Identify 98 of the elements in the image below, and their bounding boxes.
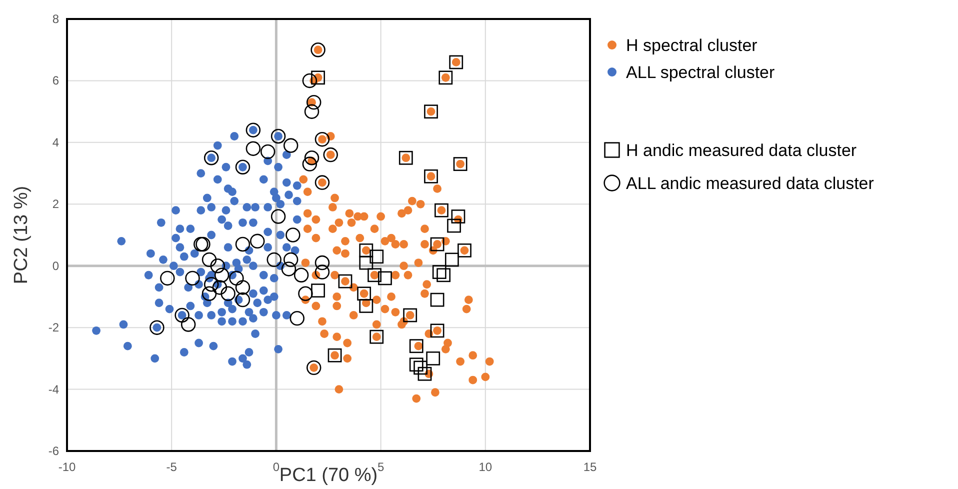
point	[434, 203, 448, 218]
point	[214, 268, 230, 282]
legend-label: H spectral cluster	[626, 36, 758, 55]
y-tick-label: 6	[52, 74, 60, 88]
point	[432, 265, 446, 279]
point	[359, 256, 374, 270]
point	[281, 262, 296, 276]
point	[229, 270, 244, 286]
x-axis-title: PC1 (70 %)	[279, 465, 378, 486]
point	[430, 292, 444, 307]
point	[430, 237, 444, 252]
point	[314, 132, 330, 147]
point	[202, 286, 217, 301]
point	[314, 175, 330, 190]
point	[302, 73, 318, 88]
point	[298, 286, 313, 301]
point	[451, 210, 466, 224]
point	[150, 320, 164, 335]
point	[270, 128, 286, 144]
point	[304, 104, 320, 119]
point	[359, 243, 374, 258]
point	[160, 270, 175, 286]
point	[250, 234, 265, 249]
y-tick-label: 2	[52, 197, 60, 212]
point	[180, 317, 196, 332]
point	[403, 308, 418, 322]
point	[438, 70, 453, 85]
point	[306, 360, 322, 376]
point	[220, 286, 236, 301]
point	[283, 252, 298, 268]
legend-label: ALL spectral cluster	[626, 63, 775, 82]
point	[458, 243, 472, 258]
point	[328, 348, 342, 362]
point	[286, 228, 300, 242]
legend-label: ALL andic measured data cluster	[626, 174, 874, 193]
point	[235, 236, 250, 252]
point	[204, 150, 219, 166]
point	[409, 339, 424, 354]
x-tick-label: 0	[272, 460, 280, 474]
point	[235, 292, 250, 308]
y-tick-label: 0	[52, 258, 60, 273]
point	[311, 70, 325, 85]
point	[409, 358, 424, 372]
point	[304, 150, 320, 166]
y-tick-label: 4	[52, 135, 60, 150]
point	[378, 271, 392, 286]
point	[266, 252, 282, 268]
point	[185, 270, 200, 286]
point	[246, 141, 261, 156]
point	[368, 268, 382, 282]
y-tick-label: 8	[52, 12, 60, 26]
point	[453, 157, 468, 171]
point	[212, 280, 228, 295]
point	[424, 169, 438, 184]
point	[235, 160, 250, 174]
point	[338, 274, 352, 288]
y-tick-label: -2	[48, 320, 60, 335]
point	[294, 268, 309, 282]
point	[323, 147, 338, 162]
point	[447, 218, 461, 233]
legend-label: H andic measured data cluster	[626, 141, 857, 160]
x-tick-label: -5	[166, 460, 178, 474]
point	[246, 122, 261, 138]
y-axis-title: PC2 (13 %)	[11, 186, 32, 284]
x-tick-label: 15	[583, 460, 597, 474]
x-tick-label: 10	[478, 460, 492, 474]
point	[235, 280, 250, 295]
point	[359, 299, 374, 313]
point	[444, 252, 459, 267]
point	[370, 250, 384, 264]
point	[310, 42, 326, 58]
point	[290, 310, 304, 326]
point	[311, 284, 325, 298]
point	[449, 55, 464, 70]
point	[283, 138, 298, 153]
point	[210, 258, 225, 274]
x-tick-label: -10	[58, 460, 76, 474]
point	[398, 150, 413, 165]
point	[302, 156, 318, 172]
x-tick-label: 5	[377, 460, 384, 474]
point	[370, 330, 384, 344]
point	[430, 324, 444, 338]
point	[204, 277, 219, 292]
point	[414, 360, 428, 375]
point	[174, 308, 190, 323]
point	[424, 104, 438, 119]
point	[357, 286, 372, 301]
point	[202, 252, 217, 268]
point	[260, 144, 276, 160]
point	[314, 264, 330, 280]
point	[306, 94, 322, 110]
point	[418, 366, 432, 381]
point	[314, 255, 330, 270]
point	[426, 351, 440, 366]
point	[436, 268, 451, 282]
y-tick-label: -4	[48, 382, 60, 396]
point	[270, 209, 286, 224]
y-tick-label: -6	[48, 444, 60, 458]
